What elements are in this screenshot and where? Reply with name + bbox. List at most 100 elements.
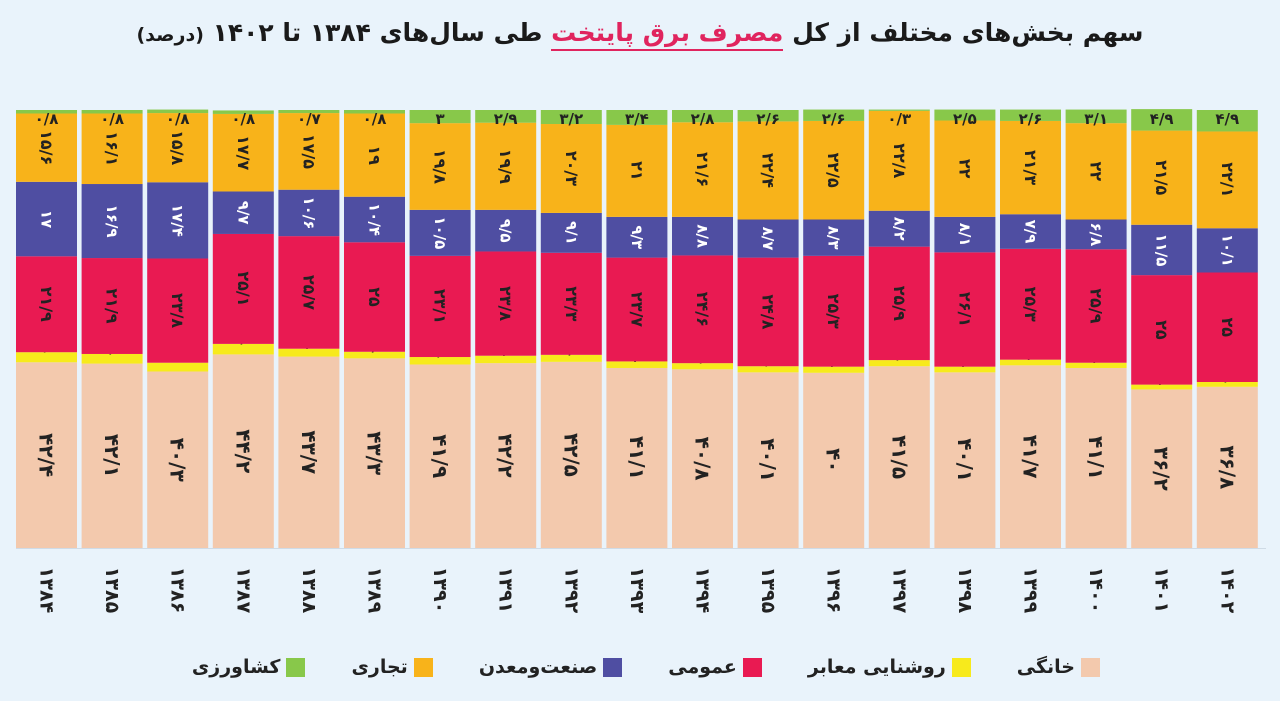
data-label: ۷/۹ — [1022, 220, 1040, 244]
bar-segment — [540, 354, 602, 362]
data-label: ۲۱/۹ — [37, 287, 56, 322]
data-label: ۱۰/۵ — [431, 216, 449, 249]
data-label: ۲/۸ — [691, 110, 715, 128]
data-label: ۲۳/۷ — [627, 292, 646, 327]
legend-swatch — [951, 657, 971, 677]
legend-label: عمومی — [668, 656, 737, 678]
data-label: ۱۷/۴ — [169, 204, 187, 237]
bar-segment — [737, 257, 799, 367]
bar-segment — [1000, 120, 1061, 215]
data-label: ۲۵/۷ — [299, 275, 318, 310]
legend-item: روشنایی معابر — [808, 656, 971, 678]
bar-segment — [934, 120, 996, 217]
title-unit: (درصد) — [136, 24, 204, 46]
data-label: ۲۵/۱ — [234, 271, 253, 306]
bar-segment — [1065, 362, 1127, 368]
bar-segment — [344, 358, 405, 548]
data-label: ۲/۶ — [1019, 110, 1043, 128]
data-label: ۴۴/۲ — [231, 429, 255, 473]
legend-item: کشاورزی — [192, 656, 306, 678]
bar-segment — [606, 367, 668, 548]
bar-segment — [606, 257, 668, 362]
title-part1: سهم بخش‌های مختلف از کل — [783, 18, 1144, 47]
bar-segment — [803, 219, 865, 256]
data-label: ۸/۷ — [759, 227, 777, 251]
bar-segment — [737, 219, 799, 258]
bar-segment — [1065, 367, 1127, 548]
legend-label: خانگی — [1016, 656, 1075, 678]
data-label: ۱۷/۷ — [234, 135, 253, 170]
bar-segment — [344, 110, 405, 114]
data-label: ۲۵/۳ — [824, 294, 843, 329]
data-label: ۴۳/۷ — [297, 430, 321, 474]
bar-segment — [147, 109, 209, 114]
bar-segment — [1000, 109, 1061, 121]
data-label: ۲۱/۶ — [693, 152, 712, 187]
bar-segment — [868, 366, 930, 548]
x-tick-label: ۱۳۸۸ — [298, 567, 320, 614]
bar-segment — [606, 124, 668, 217]
bar-segment — [1065, 109, 1127, 124]
bar-segment — [1131, 224, 1193, 276]
bar-segment — [409, 110, 471, 124]
data-label: ۰/۷ — [297, 110, 321, 128]
data-label: ۲۲ — [1087, 162, 1106, 182]
data-label: ۲۲/۱ — [1218, 162, 1237, 197]
bar-segment — [81, 363, 143, 548]
x-tick-label: ۱۳۸۹ — [364, 567, 386, 614]
data-label: ۱۵/۶ — [37, 130, 56, 165]
bar-segment — [606, 361, 668, 368]
data-label: ۸/۱ — [956, 223, 974, 247]
data-label: ۳۶/۲ — [1150, 447, 1174, 491]
x-tick-label: ۱۳۹۰ — [429, 567, 451, 613]
data-label: ۲۵/۹ — [1087, 288, 1106, 323]
bar-segment — [212, 343, 274, 355]
bar-segment — [934, 109, 996, 121]
data-label: ۳/۴ — [625, 110, 649, 128]
data-label: ۲/۵ — [953, 110, 977, 128]
bar-segment — [540, 212, 602, 253]
data-label: ۸/۲ — [890, 217, 908, 241]
data-label: ۳/۲ — [559, 110, 583, 128]
data-label: ۹/۱ — [562, 221, 580, 245]
data-label: ۲۱/۹ — [103, 288, 122, 323]
data-label: ۳/۱ — [1084, 110, 1108, 128]
data-label: ۲۵ — [365, 287, 384, 307]
bar-segment — [1196, 110, 1258, 132]
data-label: ۴۰/۱ — [756, 438, 780, 482]
legend-swatch — [413, 657, 433, 677]
bar-segment — [81, 258, 143, 354]
data-label: ۴۲/۵ — [559, 433, 583, 477]
bar-segment — [868, 246, 930, 361]
chart-legend: خانگی روشنایی معابر عمومی صنعت‌ومعدن تجاری کش… — [192, 656, 1100, 678]
bar-segment — [672, 369, 733, 548]
bar-segment — [737, 110, 799, 122]
bar-segment — [475, 110, 537, 123]
bar-segment — [1196, 381, 1258, 387]
x-tick-label: ۱۳۹۹ — [1020, 567, 1042, 614]
bar-segment — [344, 113, 405, 197]
legend-item: عمومی — [668, 656, 762, 678]
x-tick-label: ۱۳۹۱ — [495, 567, 517, 613]
bar-segment — [606, 110, 668, 125]
data-label: ۰/۸ — [100, 110, 124, 128]
x-tick-label: ۱۳۹۲ — [560, 567, 582, 614]
bar-segment — [409, 364, 471, 548]
bar-segment — [212, 354, 274, 548]
data-label: ۲۵ — [1152, 320, 1171, 340]
bar-segment — [409, 357, 471, 365]
data-label: ۴۱/۱ — [1084, 436, 1108, 480]
legend-label: کشاورزی — [191, 656, 281, 678]
bar-segment — [409, 123, 471, 210]
bar-segment — [1131, 130, 1193, 225]
bar-segment — [540, 110, 602, 125]
bar-segment — [1000, 248, 1061, 360]
data-label: ۲۰/۳ — [562, 151, 581, 186]
bar-segment — [934, 366, 996, 373]
data-label: ۴۰/۳ — [166, 438, 190, 482]
data-label: ۱۷ — [38, 210, 56, 228]
x-tick-label: ۱۳۹۷ — [888, 567, 910, 614]
bar-segment — [672, 363, 733, 370]
data-label: ۲۳/۱ — [431, 289, 450, 324]
bar-segment — [803, 120, 865, 220]
